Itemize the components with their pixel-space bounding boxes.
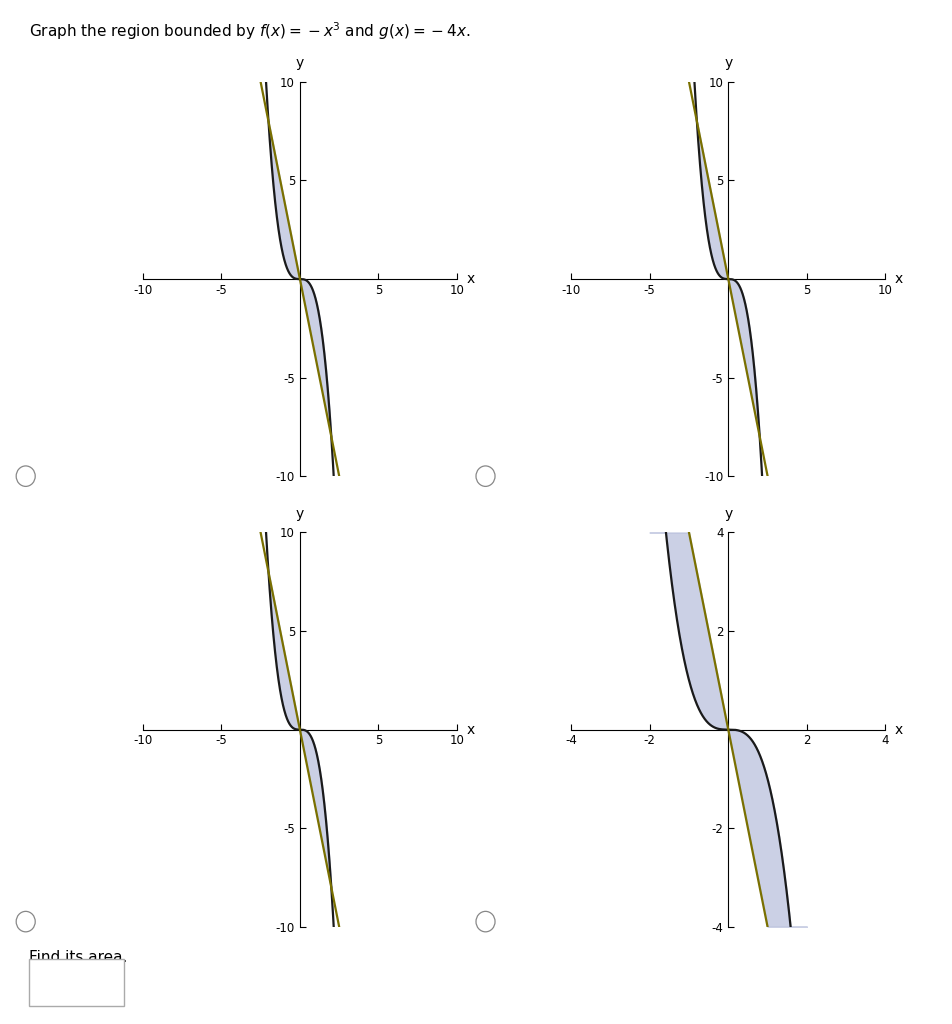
Text: y: y [724,507,732,520]
Text: Graph the region bounded by $f(x) = -x^3$ and $g(x) = -4x.$: Graph the region bounded by $f(x) = -x^3… [29,20,470,42]
Text: y: y [724,56,732,70]
Text: Find its area.: Find its area. [29,950,127,966]
Text: x: x [895,723,903,736]
Text: x: x [466,272,475,286]
Text: y: y [296,56,304,70]
Text: x: x [895,272,903,286]
Text: x: x [466,723,475,736]
Text: y: y [296,507,304,520]
